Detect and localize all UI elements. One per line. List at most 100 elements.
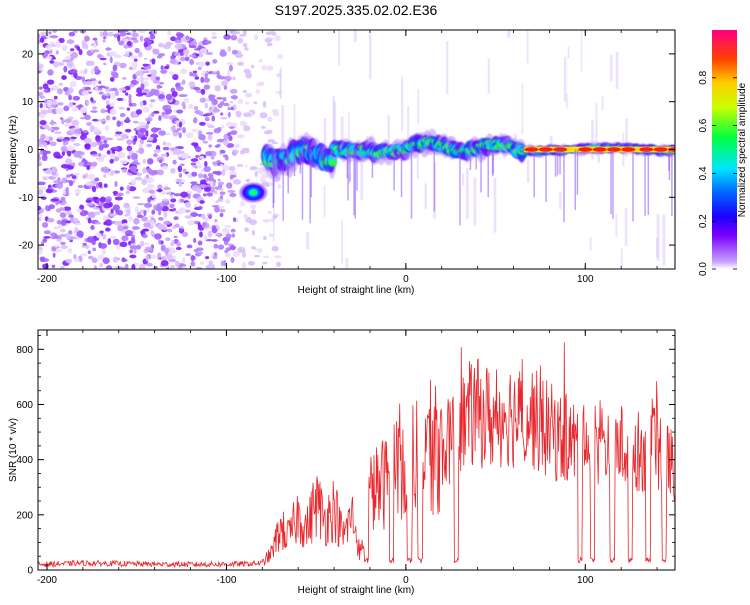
snr-x-ticks: -200 -100 0 100: [37, 330, 658, 586]
noise-speck: [90, 225, 95, 231]
noise-speck: [222, 96, 227, 102]
noise-speck: [56, 219, 63, 225]
noise-speck: [271, 245, 279, 252]
noise-speck: [93, 42, 97, 48]
noise-speck: [87, 236, 95, 243]
noise-speck: [107, 238, 112, 245]
noise-speck: [61, 44, 68, 52]
noise-speck: [61, 118, 65, 125]
noise-speck: [198, 184, 207, 189]
noise-speck: [141, 70, 150, 74]
noise-speck: [140, 83, 145, 90]
noise-streak: [655, 238, 659, 258]
noise-speck: [103, 173, 107, 178]
noise-speck: [210, 186, 215, 194]
noise-speck: [47, 109, 54, 114]
noise-speck: [128, 93, 132, 100]
signal-tail: [556, 149, 559, 176]
noise-speck: [137, 51, 143, 58]
noise-speck: [119, 241, 128, 247]
noise-speck: [193, 105, 199, 111]
noise-speck: [235, 110, 242, 118]
noise-speck: [179, 207, 186, 214]
noise-speck: [259, 112, 268, 119]
noise-speck: [185, 132, 194, 139]
noise-speck: [230, 34, 238, 41]
noise-speck: [102, 233, 107, 240]
noise-speck: [83, 137, 92, 144]
noise-streak: [340, 116, 344, 149]
noise-speck: [127, 147, 133, 151]
signal-tail: [480, 149, 482, 193]
noise-speck: [84, 68, 88, 74]
noise-streak: [591, 119, 594, 160]
noise-speck: [166, 253, 173, 260]
noise-speck: [122, 229, 126, 234]
noise-speck: [185, 253, 191, 256]
noise-speck: [216, 97, 223, 100]
noise-speck: [71, 52, 78, 59]
noise-speck: [142, 228, 149, 231]
noise-speck: [199, 155, 205, 160]
noise-speck: [243, 112, 252, 118]
noise-speck: [220, 124, 225, 129]
noise-speck: [244, 101, 250, 105]
snr-background: [38, 330, 675, 570]
signal-core: [570, 146, 574, 153]
noise-speck: [261, 181, 270, 187]
noise-speck: [166, 228, 173, 233]
noise-speck: [68, 180, 74, 187]
noise-speck: [124, 128, 132, 133]
noise-speck: [145, 174, 150, 179]
noise-speck: [70, 162, 76, 167]
noise-streak: [493, 177, 497, 233]
signal-tail: [475, 149, 477, 170]
noise-speck: [152, 48, 160, 55]
noise-speck: [70, 56, 74, 61]
noise-speck: [146, 139, 155, 143]
signal-tail: [459, 149, 461, 226]
heatmap-y-label: Frequency (Hz): [8, 116, 19, 185]
noise-speck: [165, 132, 171, 136]
noise-speck: [211, 71, 217, 75]
noise-speck: [54, 248, 62, 253]
noise-speck: [250, 64, 255, 69]
noise-speck: [168, 191, 172, 195]
noise-speck: [180, 153, 188, 159]
noise-speck: [183, 97, 189, 104]
noise-speck: [199, 261, 205, 265]
noise-speck: [229, 192, 237, 198]
noise-streak: [487, 58, 490, 93]
signal-peak: [606, 147, 621, 152]
noise-speck: [53, 131, 62, 135]
noise-speck: [163, 211, 168, 218]
noise-speck: [156, 189, 163, 192]
noise-speck: [149, 34, 156, 40]
noise-speck: [160, 69, 168, 74]
noise-streak: [615, 51, 619, 89]
noise-speck: [131, 178, 137, 185]
noise-speck: [174, 40, 183, 44]
noise-speck: [224, 252, 231, 258]
noise-speck: [214, 171, 222, 175]
noise-speck: [220, 149, 226, 154]
colorbar-ticks: 0.0 0.2 0.4 0.6 0.8: [698, 70, 737, 276]
noise-speck: [170, 55, 176, 60]
noise-speck: [157, 223, 166, 230]
noise-speck: [53, 179, 62, 184]
x-tick-label: -200: [37, 575, 57, 586]
noise-speck: [61, 75, 67, 80]
noise-speck: [112, 238, 120, 246]
noise-speck: [199, 121, 206, 126]
noise-speck: [78, 155, 83, 159]
noise-speck: [219, 213, 224, 218]
noise-speck: [237, 98, 244, 104]
noise-speck: [151, 58, 156, 65]
noise-speck: [131, 32, 139, 38]
noise-streak: [521, 83, 524, 135]
noise-speck: [39, 256, 46, 261]
noise-speck: [134, 176, 143, 181]
noise-speck: [207, 230, 213, 238]
noise-speck: [207, 134, 213, 141]
noise-speck: [143, 210, 147, 217]
